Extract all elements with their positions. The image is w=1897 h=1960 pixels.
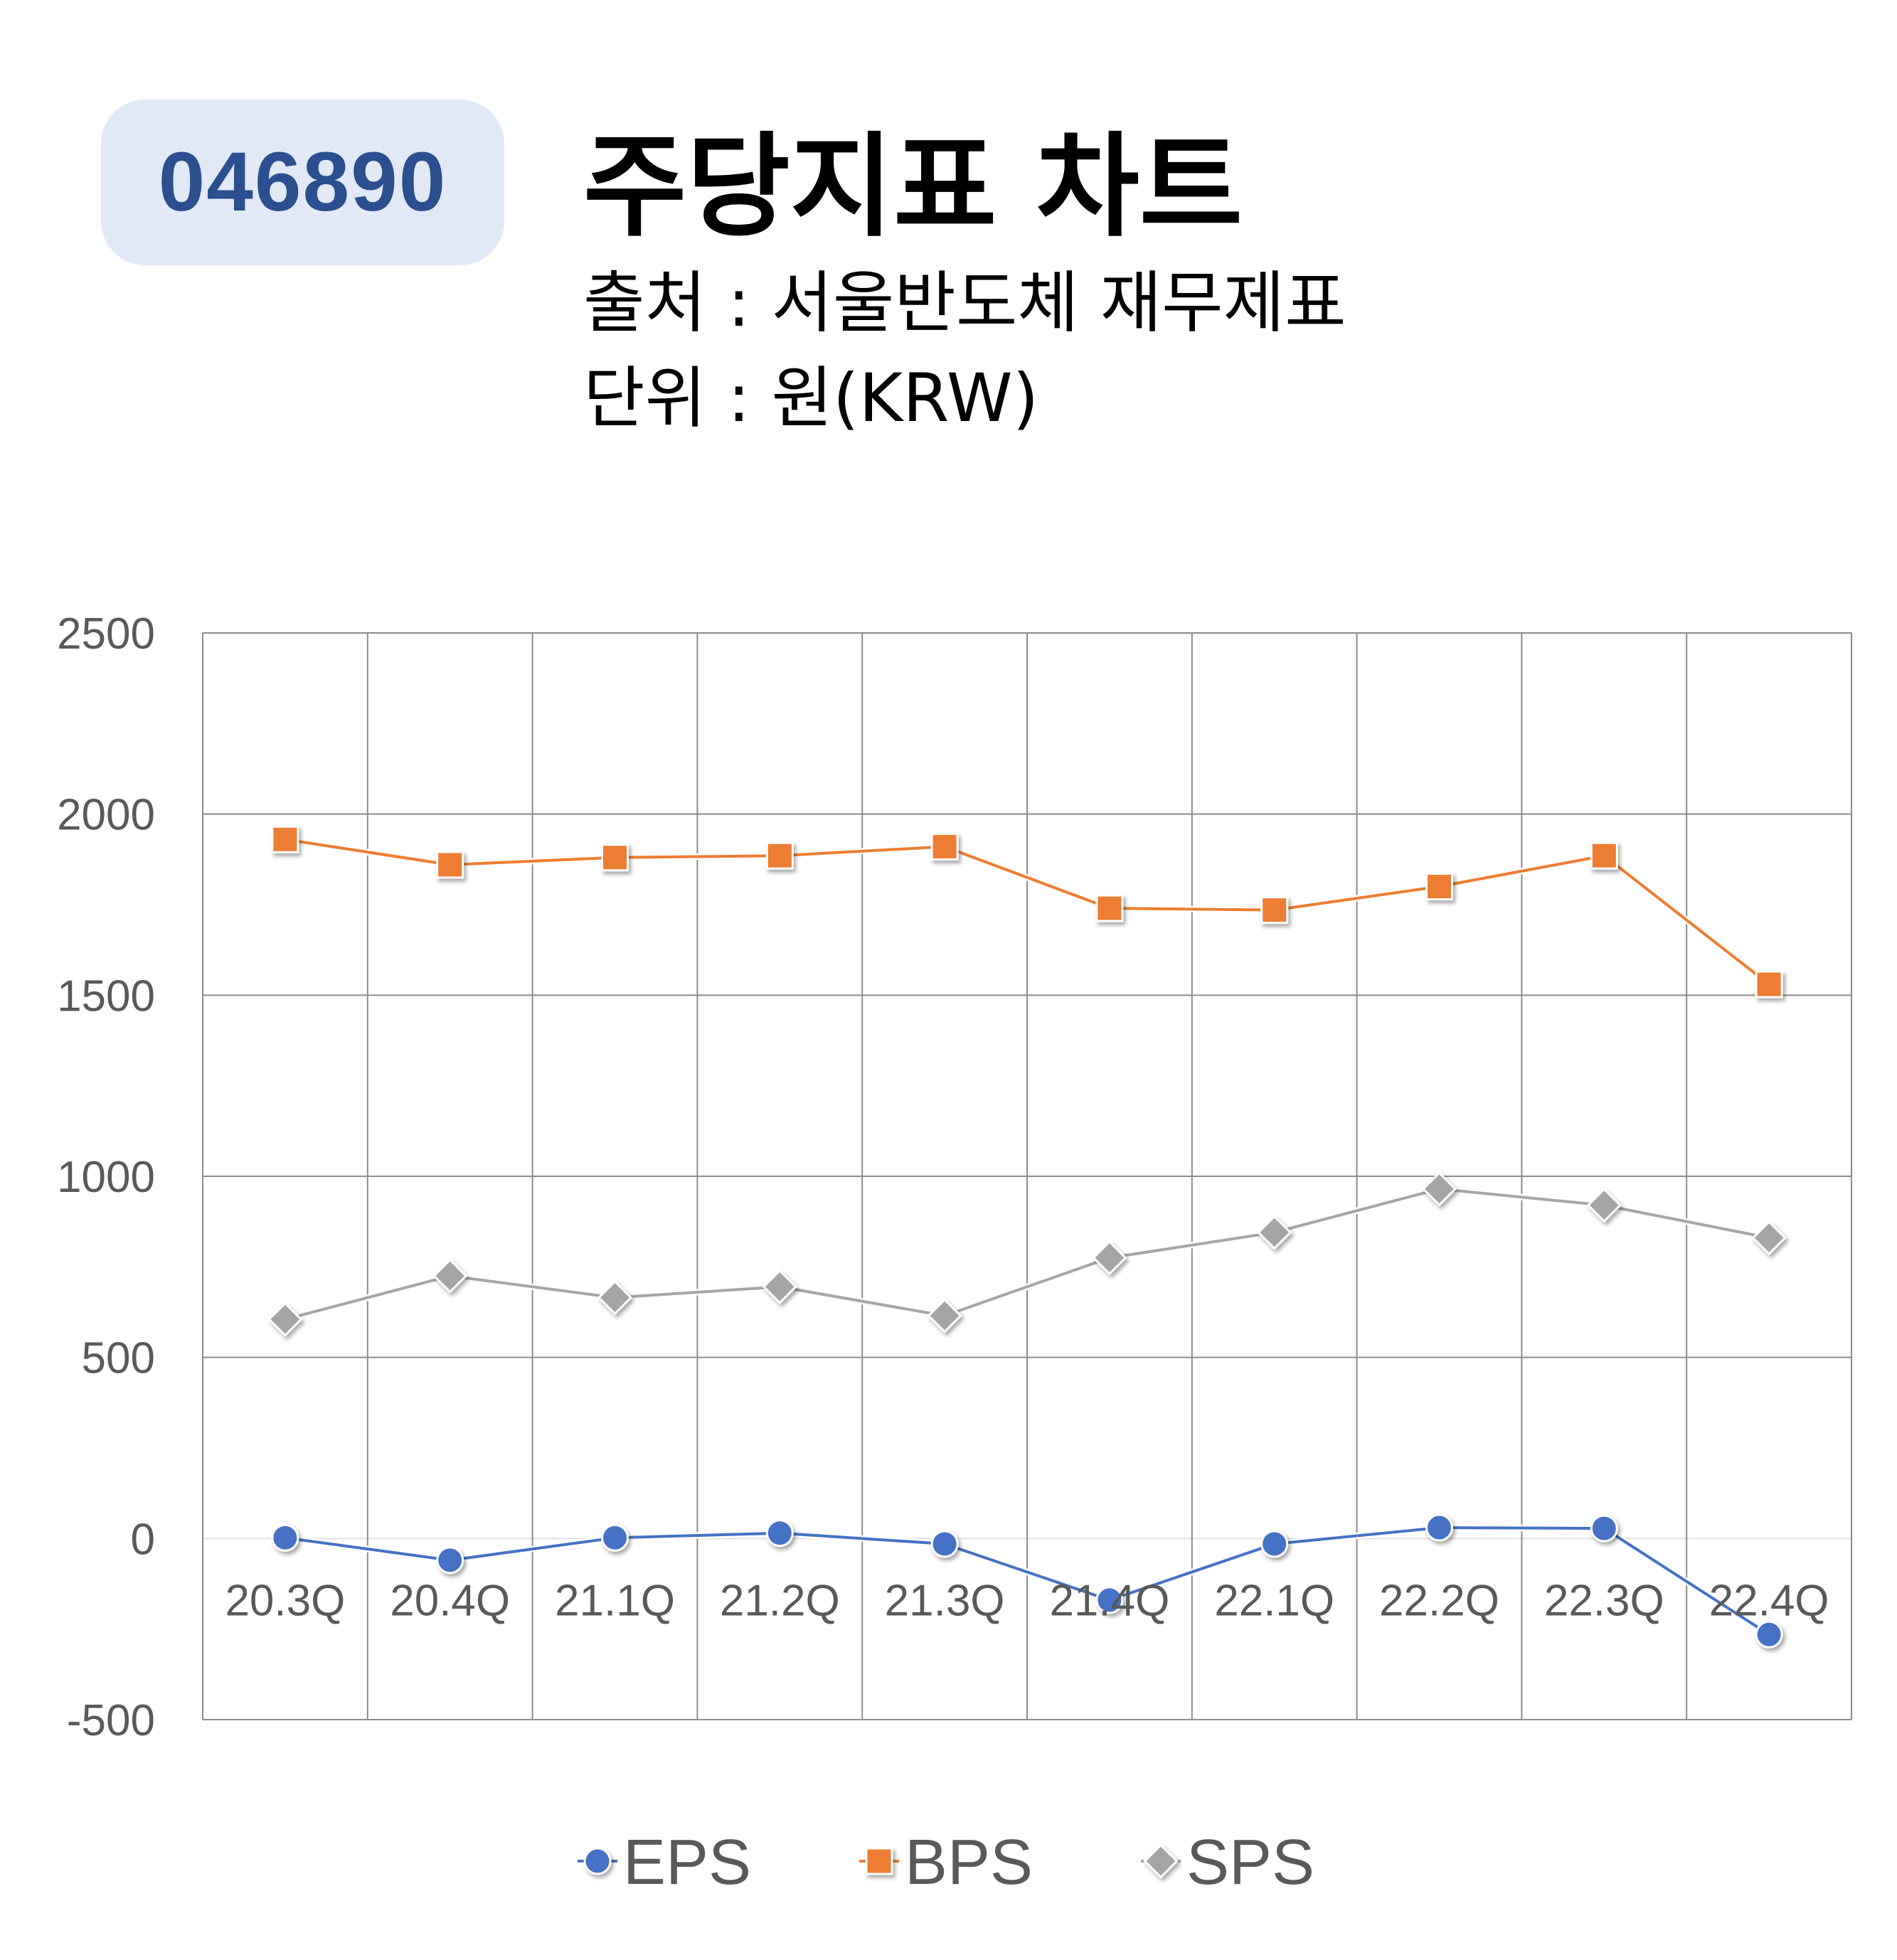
series-line [285,838,1770,986]
y-tick-label: -500 [67,1696,155,1745]
data-point-sps [1257,1215,1292,1250]
legend-marker [1143,1843,1179,1879]
data-point-eps [930,1530,959,1558]
data-point-eps [271,1523,299,1552]
data-point-bps [436,851,464,879]
data-point-eps [1590,1514,1618,1543]
data-point-bps [930,833,959,861]
series-bps [271,825,1783,998]
x-tick-label: 21.2Q [720,1576,840,1625]
legend-label: BPS [905,1827,1033,1898]
data-point-bps [601,843,629,872]
data-point-eps [1095,1586,1124,1614]
x-axis-ticks: 20.3Q 20.4Q 21.1Q 21.2Q 21.3Q 21.4Q 22.1Q 22.2Q… [225,1576,1829,1625]
data-point-eps [1260,1530,1289,1558]
chart-series [267,825,1787,1649]
legend-marker [865,1847,893,1875]
unit-text: 단위 : 원(KRW) [583,360,1039,437]
chart-legend: EPS BPS SPS [578,1827,1314,1898]
chart-gridlines [202,632,1852,1720]
x-tick-label: 20.4Q [390,1576,510,1625]
data-point-sps [267,1301,303,1337]
data-point-bps [1590,841,1618,870]
legend-item-eps: EPS [578,1827,751,1898]
data-point-sps [597,1280,633,1316]
data-point-eps [765,1519,794,1548]
data-point-bps [271,825,299,853]
source-text: 출처 : 서울반도체 재무제표 [583,265,1346,342]
data-point-bps [765,841,794,870]
x-tick-label: 20.3Q [225,1576,345,1625]
data-point-eps [1755,1620,1783,1649]
data-point-bps [1260,896,1289,925]
data-point-sps [1586,1188,1622,1223]
y-tick-label: 1000 [57,1153,155,1202]
legend-item-bps: BPS [859,1827,1033,1898]
series-line [285,1526,1770,1636]
x-tick-label: 21.4Q [1049,1576,1169,1625]
y-tick-label: 500 [82,1334,155,1383]
legend-label: SPS [1186,1827,1314,1898]
data-point-sps [1092,1240,1127,1276]
data-point-eps [601,1523,629,1552]
data-point-bps [1095,894,1124,922]
data-point-sps [432,1258,468,1294]
series-line [285,1187,1770,1321]
series-eps [271,1513,1783,1649]
x-tick-label: 22.2Q [1379,1576,1499,1625]
legend-label: EPS [623,1827,751,1898]
x-tick-label: 21.3Q [885,1576,1005,1625]
y-tick-label: 1500 [57,971,155,1021]
data-point-eps [436,1546,464,1575]
data-point-sps [927,1298,962,1333]
y-tick-label: 2500 [57,609,155,659]
data-point-sps [762,1269,797,1304]
legend-marker [583,1847,612,1875]
data-point-eps [1425,1513,1453,1542]
data-point-sps [1751,1220,1787,1256]
data-point-sps [1421,1171,1457,1207]
legend-item-sps: SPS [1141,1827,1314,1898]
x-tick-label: 22.1Q [1214,1576,1334,1625]
x-tick-label: 22.4Q [1709,1576,1829,1625]
x-tick-label: 21.1Q [555,1576,675,1625]
stock-code-badge: 046890 [101,100,504,265]
data-point-bps [1755,970,1783,998]
page-title: 주당지표 차트 [583,122,1243,252]
y-tick-label: 0 [131,1515,155,1564]
x-tick-label: 22.3Q [1544,1576,1664,1625]
data-point-bps [1425,873,1453,901]
series-sps [267,1171,1787,1337]
y-tick-label: 2000 [57,791,155,840]
y-axis-ticks: -500 0 500 1000 1500 2000 2500 [57,609,155,1745]
